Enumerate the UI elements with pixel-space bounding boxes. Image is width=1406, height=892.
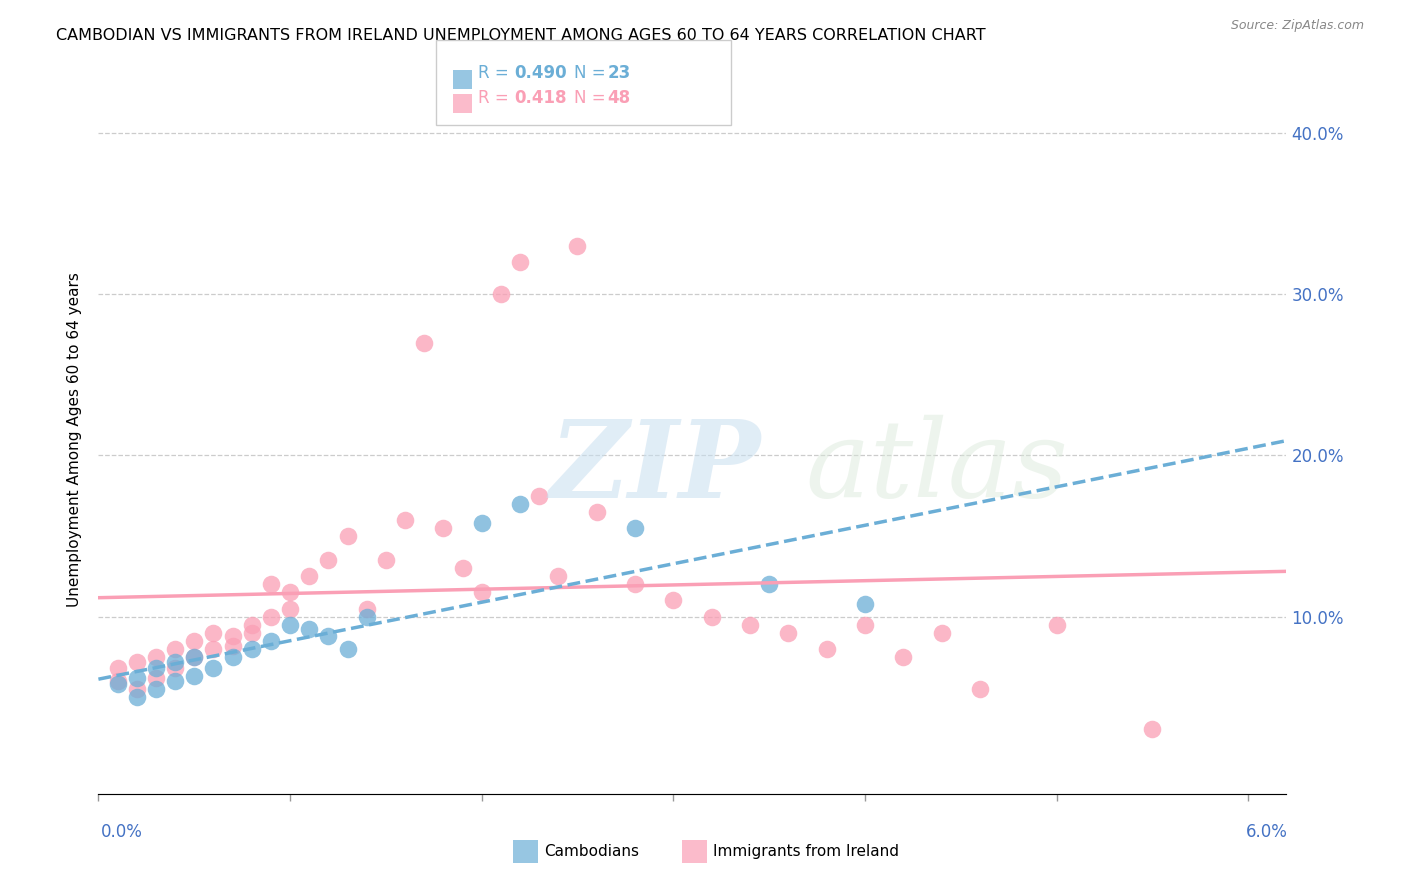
Point (471, 516, 494, 530)
Point (202, 625, 225, 640)
Point (107, 661, 129, 675)
Point (278, 617, 301, 632)
Point (853, 597, 876, 611)
Point (336, 641, 359, 656)
Point (336, 529, 359, 543)
Point (1045, 617, 1067, 632)
Text: ZIP: ZIP (550, 415, 761, 521)
Text: 0.418: 0.418 (515, 88, 567, 106)
Point (509, 255, 531, 269)
Text: Cambodians: Cambodians (544, 845, 640, 859)
Point (221, 639, 243, 653)
Point (374, 553, 396, 567)
Text: 6.0%: 6.0% (1246, 822, 1288, 840)
Point (1142, 723, 1164, 737)
Point (585, 505, 607, 519)
Point (145, 649, 167, 664)
Y-axis label: Unemployment Among Ages 60 to 64 years: Unemployment Among Ages 60 to 64 years (67, 272, 83, 607)
Point (278, 601, 301, 615)
Point (394, 513, 416, 527)
Point (260, 609, 283, 624)
Point (221, 649, 243, 664)
Point (202, 661, 225, 675)
Point (738, 617, 761, 632)
Point (260, 577, 283, 591)
Point (891, 649, 914, 664)
Point (240, 617, 263, 632)
Point (165, 674, 187, 689)
Point (624, 521, 647, 535)
Point (240, 641, 263, 656)
Point (931, 625, 953, 640)
Point (356, 609, 378, 624)
Point (183, 649, 205, 664)
Point (298, 569, 321, 583)
Point (778, 625, 800, 640)
Point (221, 629, 243, 643)
Point (202, 641, 225, 656)
Point (356, 601, 378, 615)
Point (509, 497, 531, 511)
Point (662, 593, 685, 607)
Text: N =: N = (574, 88, 605, 106)
Point (567, 239, 589, 253)
Point (413, 335, 436, 350)
Point (451, 561, 474, 575)
Point (278, 585, 301, 599)
Text: 48: 48 (607, 88, 630, 106)
Text: N =: N = (574, 64, 605, 82)
Text: 23: 23 (607, 64, 631, 82)
Point (624, 577, 647, 591)
Point (145, 671, 167, 685)
Text: CAMBODIAN VS IMMIGRANTS FROM IRELAND UNEMPLOYMENT AMONG AGES 60 TO 64 YEARS CORR: CAMBODIAN VS IMMIGRANTS FROM IRELAND UNE… (56, 29, 986, 43)
Point (298, 623, 321, 637)
Point (700, 609, 723, 624)
Point (527, 489, 550, 503)
Point (489, 287, 512, 301)
Text: atlas: atlas (806, 415, 1069, 520)
Point (165, 655, 187, 669)
Point (125, 671, 148, 685)
Point (107, 674, 129, 689)
Point (815, 641, 838, 656)
Point (165, 641, 187, 656)
Point (547, 569, 569, 583)
Point (145, 661, 167, 675)
Text: Source: ZipAtlas.com: Source: ZipAtlas.com (1230, 19, 1364, 31)
Point (432, 521, 454, 535)
Point (183, 633, 205, 648)
Point (758, 577, 780, 591)
Point (471, 585, 494, 599)
Point (318, 629, 340, 643)
Point (853, 617, 876, 632)
Text: 0.0%: 0.0% (101, 822, 143, 840)
Point (260, 633, 283, 648)
Point (125, 690, 148, 705)
Point (183, 669, 205, 683)
Text: R =: R = (478, 88, 509, 106)
Point (125, 682, 148, 697)
Point (145, 682, 167, 697)
Point (240, 625, 263, 640)
Point (107, 677, 129, 691)
Text: R =: R = (478, 64, 509, 82)
Text: 0.490: 0.490 (515, 64, 567, 82)
Point (318, 553, 340, 567)
Point (165, 661, 187, 675)
Point (125, 655, 148, 669)
Text: Immigrants from Ireland: Immigrants from Ireland (713, 845, 898, 859)
Point (183, 649, 205, 664)
Point (969, 682, 991, 697)
